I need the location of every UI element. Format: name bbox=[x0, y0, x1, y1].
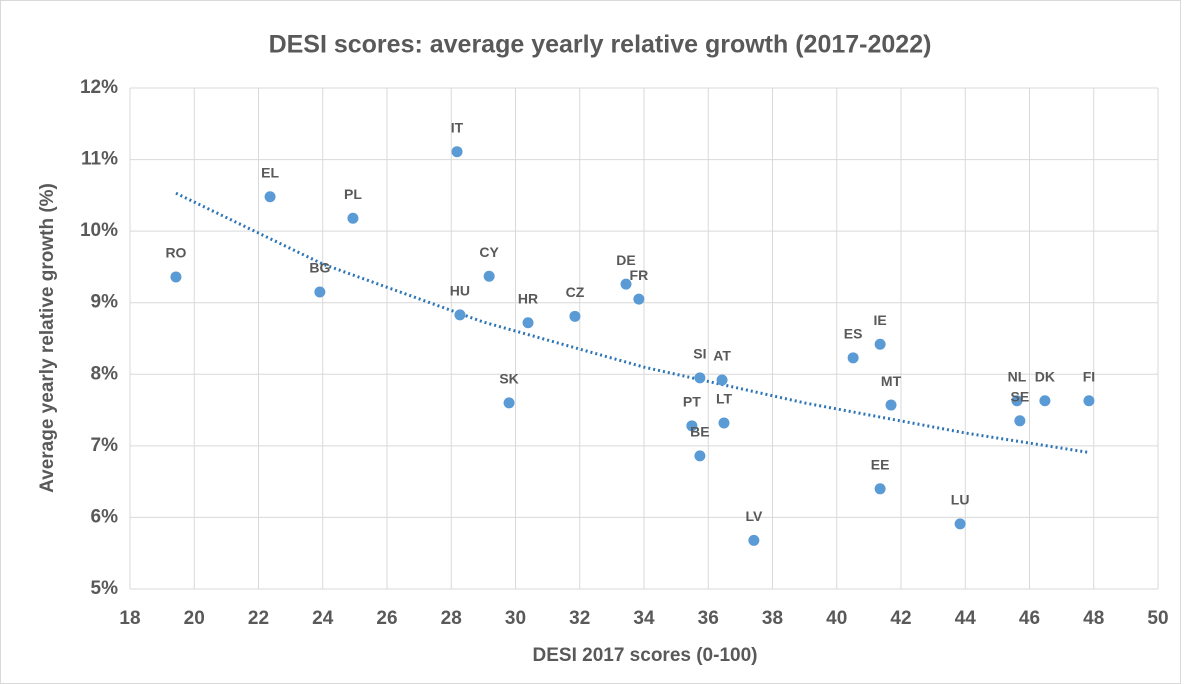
trendline bbox=[175, 191, 1089, 454]
data-point bbox=[522, 317, 534, 329]
point-label: IE bbox=[874, 312, 887, 328]
point-label: DE bbox=[616, 252, 635, 268]
point-label: BE bbox=[690, 424, 709, 440]
point-label: RO bbox=[165, 245, 186, 261]
x-tick-label: 26 bbox=[376, 608, 397, 629]
x-tick-label: 42 bbox=[890, 608, 911, 629]
point-label: SE bbox=[1011, 389, 1030, 405]
x-tick-label: 18 bbox=[119, 608, 140, 629]
data-point bbox=[885, 399, 897, 411]
y-tick-label: 9% bbox=[91, 292, 119, 313]
point-label: PT bbox=[683, 394, 701, 410]
x-tick-label: 28 bbox=[441, 608, 462, 629]
x-tick-label: 46 bbox=[1019, 608, 1040, 629]
x-tick-label: 50 bbox=[1147, 608, 1168, 629]
point-label: BG bbox=[309, 260, 330, 276]
data-point bbox=[1039, 395, 1051, 407]
data-point bbox=[620, 278, 632, 290]
data-point bbox=[569, 310, 581, 322]
x-tick-label: 24 bbox=[312, 608, 334, 629]
point-label: FR bbox=[630, 267, 649, 283]
data-point bbox=[503, 397, 515, 409]
y-axis-label: Average yearly relative growth (%) bbox=[37, 183, 58, 493]
x-tick-label: 48 bbox=[1083, 608, 1104, 629]
y-tick-label: 12% bbox=[80, 77, 118, 98]
point-label: PL bbox=[344, 186, 362, 202]
point-label: FI bbox=[1083, 368, 1095, 384]
point-label: LU bbox=[951, 492, 970, 508]
data-point bbox=[633, 293, 645, 305]
data-point bbox=[264, 191, 276, 203]
point-label: CY bbox=[479, 244, 499, 260]
data-point bbox=[716, 374, 728, 386]
data-point bbox=[694, 372, 706, 384]
data-point bbox=[718, 417, 730, 429]
data-point bbox=[954, 518, 966, 530]
point-label: SK bbox=[499, 371, 518, 387]
data-point bbox=[1011, 395, 1023, 407]
data-point bbox=[874, 483, 886, 495]
point-label: HU bbox=[450, 283, 470, 299]
data-point bbox=[483, 270, 495, 282]
x-tick-label: 36 bbox=[698, 608, 719, 629]
y-tick-label: 8% bbox=[91, 363, 119, 384]
x-tick-label: 22 bbox=[248, 608, 269, 629]
data-point bbox=[686, 420, 698, 432]
data-point bbox=[451, 146, 463, 158]
x-tick-label: 32 bbox=[569, 608, 590, 629]
data-point bbox=[874, 338, 886, 350]
x-tick-label: 30 bbox=[505, 608, 526, 629]
point-label: MT bbox=[881, 373, 902, 389]
point-label: ES bbox=[844, 326, 863, 342]
x-tick-label: 38 bbox=[762, 608, 783, 629]
point-label: EL bbox=[261, 164, 279, 180]
data-point bbox=[1014, 415, 1026, 427]
y-tick-label: 10% bbox=[80, 220, 118, 241]
point-label: LV bbox=[745, 508, 763, 524]
y-tick-label: 5% bbox=[91, 578, 119, 599]
data-point bbox=[1083, 395, 1095, 407]
y-tick-label: 6% bbox=[91, 506, 119, 527]
point-label: LT bbox=[716, 391, 733, 407]
data-point bbox=[454, 309, 466, 321]
point-label: IT bbox=[451, 119, 464, 135]
data-point bbox=[347, 212, 359, 224]
x-tick-label: 34 bbox=[633, 608, 655, 629]
x-tick-label: 20 bbox=[184, 608, 205, 629]
data-point bbox=[748, 534, 760, 546]
y-tick-label: 11% bbox=[81, 149, 118, 170]
point-label: EE bbox=[871, 457, 890, 473]
x-axis-label: DESI 2017 scores (0-100) bbox=[533, 645, 758, 666]
chart-title: DESI scores: average yearly relative gro… bbox=[269, 31, 932, 59]
x-tick-label: 44 bbox=[955, 608, 977, 629]
point-label: DK bbox=[1035, 368, 1055, 384]
data-point bbox=[314, 286, 326, 298]
data-point bbox=[694, 450, 706, 462]
point-label: AT bbox=[713, 348, 731, 364]
data-point bbox=[170, 271, 182, 283]
point-label: CZ bbox=[566, 284, 585, 300]
point-label: HR bbox=[518, 290, 538, 306]
point-label: NL bbox=[1008, 368, 1027, 384]
data-point bbox=[847, 352, 859, 364]
x-tick-label: 40 bbox=[826, 608, 847, 629]
y-tick-label: 7% bbox=[91, 435, 119, 456]
point-label: SI bbox=[693, 346, 706, 362]
